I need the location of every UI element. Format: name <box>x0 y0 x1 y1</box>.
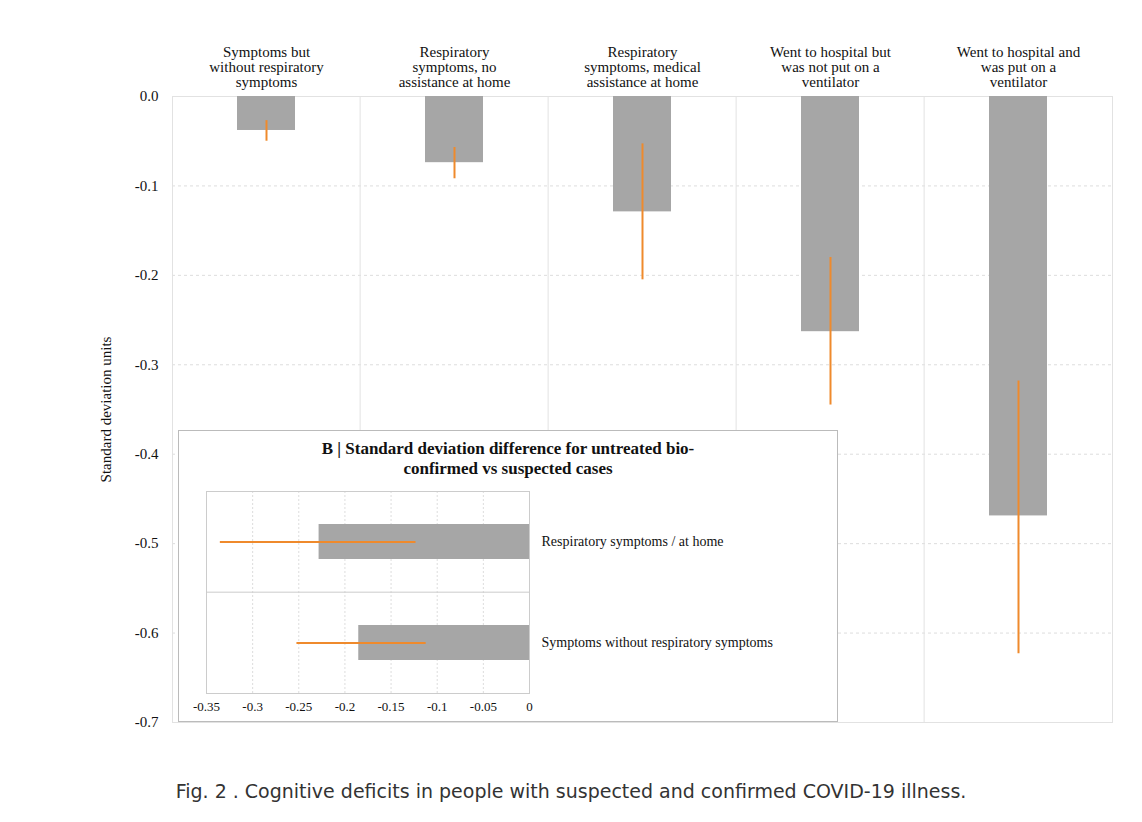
svg-text:Respiratorysymptoms, medicalas: Respiratorysymptoms, medicalassistance a… <box>584 44 701 90</box>
svg-text:Symptoms butwithout respirator: Symptoms butwithout respiratorysymptoms <box>209 44 324 90</box>
svg-text:Respiratory symptoms / at home: Respiratory symptoms / at home <box>542 534 724 549</box>
svg-text:Respiratorysymptoms, noassista: Respiratorysymptoms, noassistance at hom… <box>399 44 511 90</box>
svg-text:0: 0 <box>526 699 533 714</box>
svg-text:-0.15: -0.15 <box>378 699 405 714</box>
svg-text:-0.3: -0.3 <box>242 699 263 714</box>
svg-text:-0.05: -0.05 <box>470 699 497 714</box>
svg-text:-0.3: -0.3 <box>135 357 159 373</box>
svg-text:-0.25: -0.25 <box>285 699 312 714</box>
html-text:Fig. 2 . Cognitive deficits in: Fig. 2 . Cognitive deficits in people wi… <box>175 780 967 802</box>
svg-text:-0.1: -0.1 <box>427 699 448 714</box>
svg-text:Symptoms without respiratory s: Symptoms without respiratory symptoms <box>542 635 773 650</box>
svg-text:-0.5: -0.5 <box>135 535 159 551</box>
svg-text:Went to hospital andwas put on: Went to hospital andwas put on aventilat… <box>957 44 1081 90</box>
svg-text:-0.7: -0.7 <box>135 714 159 730</box>
svg-text:-0.35: -0.35 <box>193 699 220 714</box>
svg-text:-0.2: -0.2 <box>335 699 356 714</box>
svg-text:Standard deviation units: Standard deviation units <box>98 336 114 482</box>
svg-text:-0.6: -0.6 <box>135 625 159 641</box>
html-text:B | Standard deviation differe: B | Standard deviation difference for un… <box>321 439 695 478</box>
svg-text:0.0: 0.0 <box>140 88 159 104</box>
svg-text:-0.2: -0.2 <box>135 267 159 283</box>
svg-text:-0.4: -0.4 <box>135 446 159 462</box>
svg-text:Went to hospital butwas not pu: Went to hospital butwas not put on avent… <box>770 44 892 90</box>
svg-text:-0.1: -0.1 <box>135 178 159 194</box>
